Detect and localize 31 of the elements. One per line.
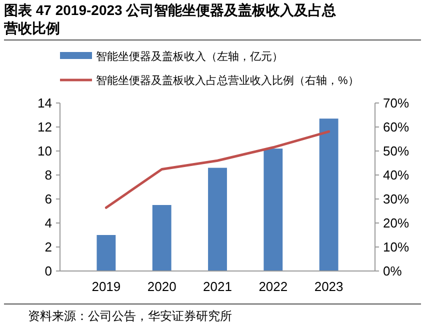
chart-title: 图表 47 2019-2023 公司智能坐便器及盖板收入及占总营收比例 [3, 2, 336, 36]
y-tick-label: 14 [38, 96, 52, 111]
line-series [104, 130, 330, 209]
bar [152, 205, 172, 271]
bar [96, 235, 116, 271]
bar [208, 168, 227, 271]
y2-tick-label: 40% [383, 168, 410, 183]
x-tick-label: 2023 [314, 279, 344, 294]
bar [264, 148, 283, 271]
y2-tick-label: 10% [383, 240, 410, 255]
bar [319, 118, 338, 271]
y-tick-label: 4 [44, 216, 52, 231]
y2-tick-label: 60% [383, 120, 410, 135]
x-tick-label: 2022 [258, 279, 288, 294]
y-tick-label: 6 [44, 192, 52, 207]
y2-tick-label: 30% [383, 192, 410, 207]
text: 资料来源：公司公告，华安证券研究所 [28, 309, 232, 323]
y2-tick-label: 0% [383, 264, 402, 279]
y-tick-label: 8 [44, 168, 52, 183]
y2-tick-label: 70% [383, 96, 410, 111]
x-tick-label: 2019 [92, 279, 121, 294]
y-tick-label: 10 [38, 144, 52, 159]
y-tick-label: 2 [44, 240, 52, 255]
y2-tick-label: 50% [383, 144, 410, 159]
legend-label: 智能坐便器及盖板收入（左轴，亿元） [96, 50, 283, 63]
y-tick-label: 0 [44, 264, 52, 279]
y2-tick-label: 20% [383, 216, 410, 231]
legend-label: 智能坐便器及盖板收入占总营业收入比例（右轴，%） [96, 74, 359, 87]
x-tick-label: 2021 [203, 279, 232, 294]
y-tick-label: 12 [38, 120, 52, 135]
x-tick-label: 2020 [147, 279, 176, 294]
